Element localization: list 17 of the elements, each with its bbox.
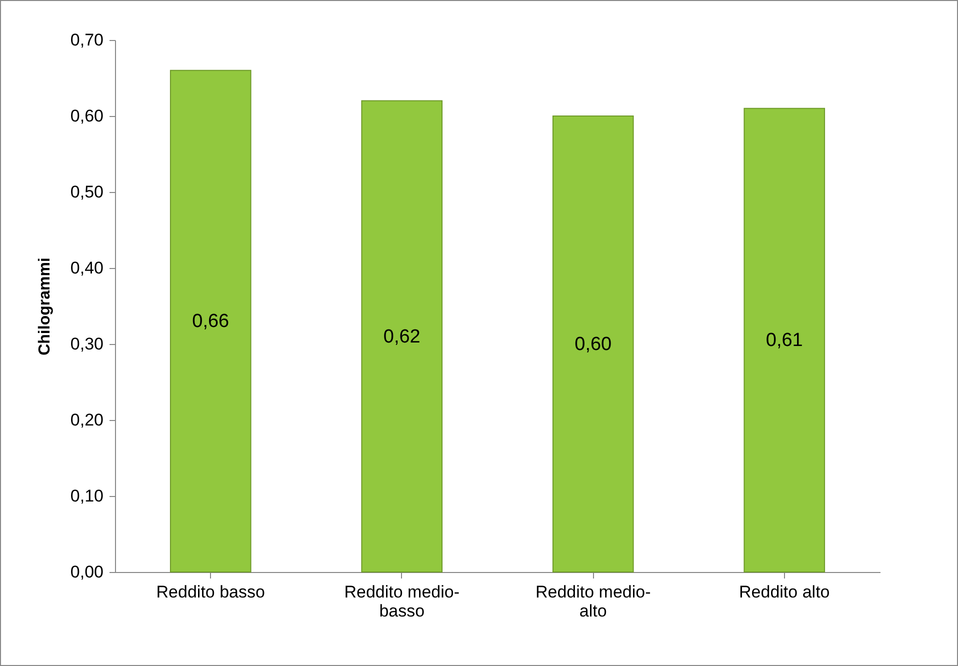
x-tick-label: Reddito medio-alto: [535, 582, 651, 620]
y-tick-label: 0,70: [70, 30, 104, 50]
y-tick-label: 0,40: [70, 258, 104, 278]
x-tick-label: Reddito basso: [156, 582, 265, 602]
y-tick-label: 0,20: [70, 410, 104, 430]
y-tick-label: 0,00: [70, 562, 104, 582]
data-label: 0,66: [192, 311, 230, 332]
data-label: 0,62: [383, 326, 420, 348]
y-tick-label: 0,50: [70, 182, 104, 202]
data-label: 0,60: [574, 334, 612, 355]
y-tick-label: 0,60: [70, 106, 104, 126]
data-label: 0,61: [766, 330, 803, 352]
x-tick-label: Reddito alto: [739, 582, 830, 602]
y-axis-title: Chilogrammi: [36, 258, 54, 356]
y-tick-label: 0,10: [70, 486, 104, 506]
y-tick-label: 0,30: [70, 334, 104, 354]
x-tick-label: Reddito medio-basso: [344, 582, 460, 620]
